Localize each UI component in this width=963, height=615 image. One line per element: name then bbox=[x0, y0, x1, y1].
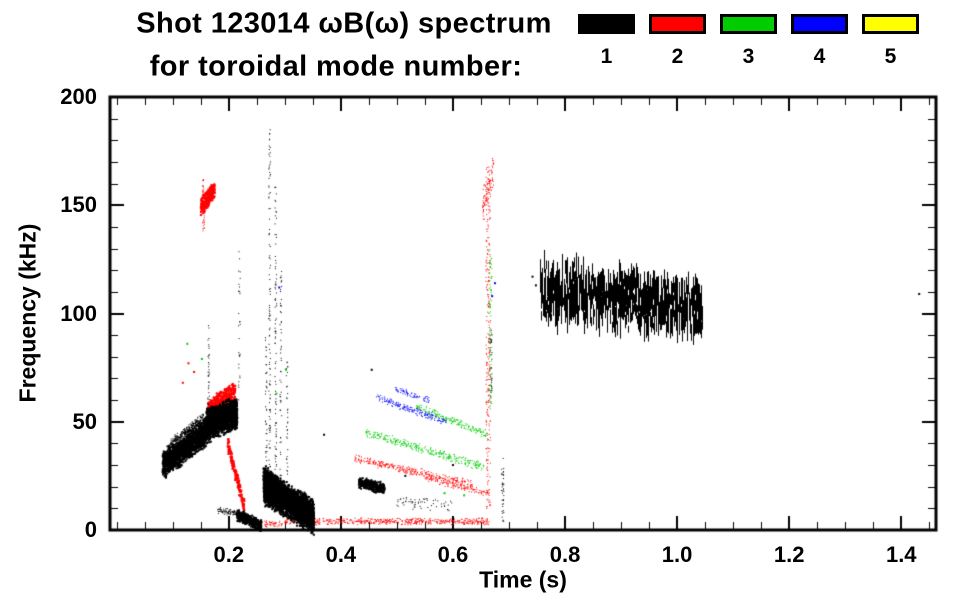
legend-item-mode-1: 1 bbox=[578, 14, 635, 69]
x-tick-label-1.0: 1.0 bbox=[661, 542, 693, 567]
y-tick-label-150: 150 bbox=[60, 192, 97, 218]
x-tick-label-0.4: 0.4 bbox=[325, 542, 357, 567]
y-axis-label: Frequency (kHz) bbox=[14, 223, 41, 403]
legend-swatch-mode-5 bbox=[862, 14, 919, 34]
legend-swatch-mode-4 bbox=[791, 14, 848, 34]
x-tick-label-1.2: 1.2 bbox=[773, 542, 805, 567]
mode-legend: 1 2 3 4 5 bbox=[578, 14, 919, 69]
chart-title: Shot 123014 ωB(ω) spectrum bbox=[136, 7, 552, 40]
chart-subtitle: for toroidal mode number: bbox=[149, 50, 523, 83]
legend-label-mode-4: 4 bbox=[813, 45, 826, 68]
legend-item-mode-2: 2 bbox=[649, 14, 706, 69]
x-tick-label-0.2: 0.2 bbox=[213, 542, 245, 567]
y-tick-label-200: 200 bbox=[60, 84, 97, 109]
legend-swatch-mode-2 bbox=[649, 14, 706, 34]
y-tick-label-100: 100 bbox=[60, 300, 97, 326]
legend-item-mode-5: 5 bbox=[862, 14, 919, 69]
legend-label-mode-5: 5 bbox=[884, 45, 897, 68]
y-tick-label-0: 0 bbox=[84, 517, 97, 542]
legend-label-mode-3: 3 bbox=[742, 45, 755, 68]
x-tick-label-0.6: 0.6 bbox=[437, 542, 469, 567]
y-tick-label-50: 50 bbox=[72, 408, 97, 434]
legend-swatch-mode-3 bbox=[720, 14, 777, 34]
x-tick-label-0.8: 0.8 bbox=[549, 542, 581, 567]
legend-label-mode-1: 1 bbox=[600, 45, 613, 68]
legend-swatch-mode-1 bbox=[578, 14, 635, 34]
legend-item-mode-4: 4 bbox=[791, 14, 848, 69]
x-axis-label: Time (s) bbox=[479, 566, 567, 593]
legend-label-mode-2: 2 bbox=[671, 45, 684, 68]
x-tick-label-1.4: 1.4 bbox=[885, 542, 917, 567]
legend-item-mode-3: 3 bbox=[720, 14, 777, 69]
